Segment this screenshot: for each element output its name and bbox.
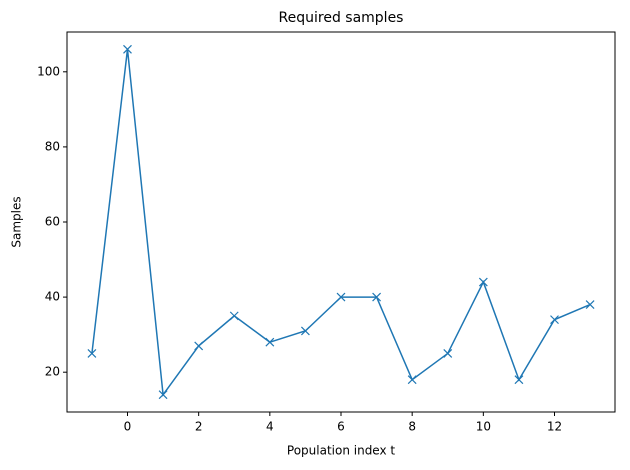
y-tick-label: 60	[45, 215, 60, 229]
x-tick-label: 4	[266, 420, 274, 434]
marker	[229, 311, 239, 321]
marker	[300, 326, 310, 336]
x-tick-label: 6	[337, 420, 345, 434]
marker	[407, 375, 417, 385]
marker	[478, 277, 488, 287]
marker	[87, 348, 97, 358]
y-axis-label: Samples	[10, 196, 24, 247]
y-tick-label: 80	[45, 139, 60, 153]
x-tick-label: 2	[195, 420, 203, 434]
x-tick-label: 12	[547, 420, 562, 434]
marker	[443, 348, 453, 358]
x-tick-label: 8	[408, 420, 416, 434]
marker	[158, 390, 168, 400]
x-tick-label: 10	[476, 420, 491, 434]
plot-frame	[66, 31, 616, 413]
marker	[336, 292, 346, 302]
marker	[194, 341, 204, 351]
chart-title: Required samples	[279, 10, 404, 26]
marker	[585, 300, 595, 310]
x-axis-label: Population index t	[287, 444, 396, 458]
marker	[550, 315, 559, 325]
y-tick-label: 20	[45, 365, 60, 379]
y-tick-label: 40	[45, 290, 60, 304]
marker	[514, 375, 524, 385]
marker	[265, 337, 275, 347]
y-tick-label: 100	[37, 64, 60, 78]
marker	[372, 292, 382, 302]
line	[91, 49, 591, 397]
marker	[123, 44, 132, 54]
x-tick-label: 0	[124, 420, 132, 434]
